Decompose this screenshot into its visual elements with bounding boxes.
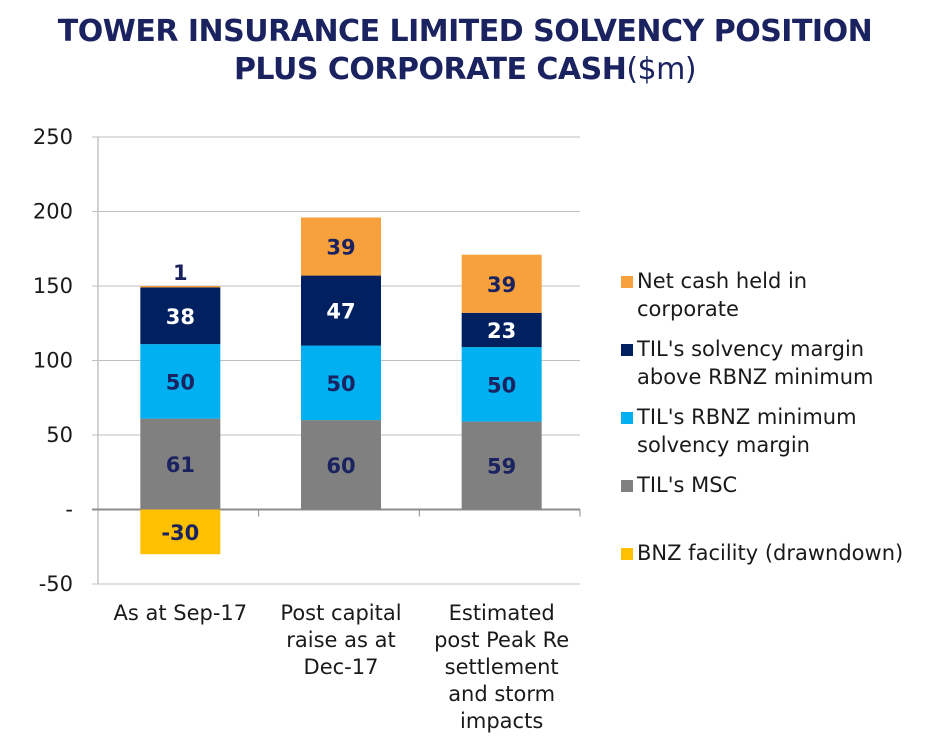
legend-swatch bbox=[621, 344, 633, 356]
bar-segment bbox=[301, 217, 381, 276]
legend-label: corporate bbox=[637, 297, 739, 321]
legend-swatch bbox=[621, 276, 633, 288]
x-tick-label: Dec-17 bbox=[304, 655, 379, 679]
y-tick-label: - bbox=[65, 498, 73, 522]
chart-title-line2: PLUS CORPORATE CASH($m) bbox=[0, 52, 931, 87]
x-tick-label: and storm bbox=[448, 682, 555, 706]
legend-label: solvency margin bbox=[637, 433, 810, 457]
data-label: 39 bbox=[326, 236, 355, 260]
x-tick-label: settlement bbox=[445, 655, 559, 679]
legend-swatch bbox=[621, 480, 633, 492]
bar-segment bbox=[140, 344, 221, 419]
legend-item: Net cash held in corporate bbox=[621, 267, 927, 323]
y-tick-label: -50 bbox=[39, 572, 73, 596]
data-label: 59 bbox=[487, 455, 516, 479]
legend-item: BNZ facility (drawndown) bbox=[621, 539, 927, 567]
legend-label: TIL's MSC bbox=[637, 473, 738, 497]
bar-segment bbox=[140, 509, 221, 555]
bar-segment bbox=[461, 421, 542, 510]
bar-segment bbox=[140, 418, 221, 510]
chart-title-line1: TOWER INSURANCE LIMITED SOLVENCY POSITIO… bbox=[57, 14, 873, 49]
bar-segment bbox=[301, 275, 381, 346]
title-unit: ($m) bbox=[626, 52, 697, 87]
x-tick-label: Post capital bbox=[280, 601, 401, 625]
legend-item: TIL's solvency margin above RBNZ minimum bbox=[621, 335, 927, 391]
legend-swatch bbox=[621, 412, 633, 424]
data-label: 47 bbox=[326, 300, 355, 324]
x-tick-label: impacts bbox=[460, 709, 543, 733]
bar-segment bbox=[140, 287, 221, 345]
data-label: 50 bbox=[487, 373, 516, 397]
x-tick-label: raise as at bbox=[286, 628, 395, 652]
y-tick-label: 250 bbox=[33, 125, 73, 149]
y-tick-label: 200 bbox=[33, 200, 73, 224]
y-tick-label: 100 bbox=[33, 349, 73, 373]
data-label: 60 bbox=[326, 454, 355, 478]
legend-label: TIL's solvency margin bbox=[637, 337, 865, 361]
legend-item: TIL's MSC bbox=[621, 471, 927, 499]
bar-segment bbox=[301, 345, 381, 421]
data-label: 61 bbox=[166, 453, 195, 477]
data-label: 39 bbox=[487, 273, 516, 297]
data-label: 50 bbox=[166, 370, 195, 394]
x-tick-label: Estimated bbox=[449, 601, 555, 625]
bar-segment bbox=[461, 312, 542, 348]
x-tick-label: post Peak Re bbox=[434, 628, 569, 652]
data-label: -30 bbox=[161, 521, 199, 545]
legend-label: TIL's RBNZ minimum bbox=[637, 405, 857, 429]
legend-label: above RBNZ minimum bbox=[637, 365, 874, 389]
legend-item: TIL's RBNZ minimum solvency margin bbox=[621, 403, 927, 459]
data-label: 50 bbox=[326, 372, 355, 396]
data-label: 23 bbox=[487, 319, 516, 343]
x-tick-label: As at Sep-17 bbox=[114, 601, 248, 625]
title-text: PLUS CORPORATE CASH bbox=[233, 52, 627, 87]
y-tick-label: 50 bbox=[46, 423, 73, 447]
bar-segment bbox=[461, 347, 542, 422]
data-label: 1 bbox=[173, 261, 188, 285]
bar-segment bbox=[140, 286, 221, 288]
legend-swatch bbox=[621, 548, 633, 560]
bar-segment bbox=[301, 420, 381, 510]
bar-segment bbox=[461, 254, 542, 313]
data-label: 38 bbox=[166, 305, 195, 329]
y-tick-label: 150 bbox=[33, 274, 73, 298]
legend-label: Net cash held in bbox=[637, 269, 808, 293]
legend-label: BNZ facility (drawndown) bbox=[637, 541, 904, 565]
